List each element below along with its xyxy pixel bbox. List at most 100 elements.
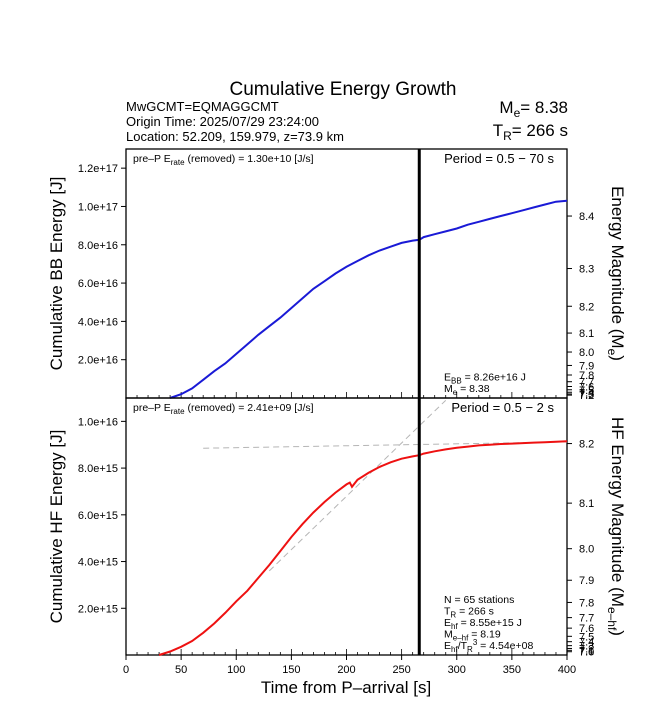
right-tick-label: 8.0 [579, 544, 594, 556]
right-tick-label: 7.9 [579, 575, 594, 587]
right-tick-label: 7.4 [579, 387, 594, 399]
pre-p-label: pre–P E [133, 402, 171, 414]
right-tick-label: 7.9 [579, 360, 594, 372]
panel-broadband: 2.0e+16 4.0e+16 6.0e+16 8.0e+16 1.0e+17 1.2e+… [47, 148, 627, 402]
stat-main: T [444, 606, 451, 618]
right-tick-label: 7.3 [579, 389, 594, 401]
right-tick-label: 7.1 [579, 645, 594, 657]
y-tick-label: 8.0e+16 [78, 240, 118, 252]
stat-rest: /T [458, 640, 468, 652]
right-axis-label-end: ) [608, 630, 627, 636]
right-axis-label-sub: e [605, 349, 619, 356]
pre-p-label: pre–P E [133, 153, 171, 165]
chart-title: Cumulative Energy Growth [229, 79, 456, 100]
right-tick-label: 7.5 [579, 385, 594, 397]
stat-sub: hf [451, 622, 458, 631]
period-text: Period = 0.5 − 2 s [451, 400, 554, 415]
stat-main: N = 65 stations [444, 594, 514, 606]
y-tick-label: 2.0e+15 [78, 603, 118, 615]
right-axis-label: Energy Magnitude (Me) [605, 186, 627, 361]
stat-main: M [444, 383, 453, 395]
stat-rest: = 266 s [456, 606, 494, 618]
x-tick-label: 200 [337, 664, 355, 676]
right-tick-label: 8.2 [579, 439, 594, 451]
guide-line [268, 399, 447, 572]
period-text: Period = 0.5 − 70 s [444, 151, 554, 166]
stat-sub: hf [451, 645, 458, 654]
stat-annotation: N = 65 stations [444, 594, 514, 606]
right-tick-label: 8.0 [579, 347, 594, 359]
y-axis-label: Cumulative HF Energy [J] [47, 430, 66, 624]
header-origin: Origin Time: 2025/07/29 23:24:00 [126, 114, 319, 129]
stat-annotation: TR = 266 s [444, 606, 494, 620]
y-tick-label: 1.0e+17 [78, 201, 118, 213]
header-tr: TR= 266 s [493, 121, 568, 143]
pre-p-value: (removed) = 1.30e+10 [J/s] [185, 153, 314, 165]
right-axis-label-end: ) [608, 355, 627, 361]
y-tick-label: 4.0e+15 [78, 557, 118, 569]
y-tick-label: 1.2e+17 [78, 163, 118, 175]
y-tick-label: 8.0e+15 [78, 463, 118, 475]
right-tick-label: 7.2 [579, 643, 594, 655]
stat-main: E [444, 640, 451, 652]
stat-annotation: Me–hf = 8.19 [444, 629, 501, 643]
header-tr-value: = 266 s [512, 121, 568, 140]
stat-rest: = 8.19 [468, 629, 501, 641]
stat-main: M [444, 629, 453, 641]
right-tick-label: 7.0 [579, 647, 594, 659]
y-tick-label: 1.0e+16 [78, 416, 118, 428]
y-axis-label: Cumulative BB Energy [J] [47, 177, 66, 371]
y-tick-label: 6.0e+15 [78, 510, 118, 522]
stat-annotation: Ehf = 8.55e+15 J [444, 617, 522, 631]
pre-p-sub: rate [171, 158, 185, 167]
stat-sub: BB [451, 377, 462, 386]
x-tick-label: 0 [123, 664, 129, 676]
header-location: Location: 52.209, 159.979, z=73.9 km [126, 129, 344, 144]
right-tick-label: 7.4 [579, 637, 594, 649]
right-tick-label: 8.4 [579, 211, 594, 223]
stat-annotation: Me = 8.38 [444, 383, 490, 397]
stat-rest: = 8.26e+16 J [462, 372, 526, 384]
right-tick-label: 7.6 [579, 623, 594, 635]
plot-frame [125, 148, 568, 399]
stat-sub: R [450, 611, 456, 620]
x-tick-label: 350 [503, 664, 521, 676]
header-me-label: M [499, 98, 513, 117]
x-tick-label: 400 [558, 664, 576, 676]
right-tick-label: 7.3 [579, 641, 594, 653]
pre-p-value: (removed) = 2.41e+09 [J/s] [185, 402, 314, 414]
right-tick-label: 7.2 [579, 390, 594, 402]
y-tick-label: 2.0e+16 [78, 355, 118, 367]
x-axis-label: Time from P–arrival [s] [261, 678, 431, 697]
right-tick-label: 7.8 [579, 370, 594, 382]
pre-p-sub: rate [171, 407, 185, 416]
x-tick-label: 300 [448, 664, 466, 676]
stat-rest2: = 4.54e+08 [477, 640, 533, 652]
stat-sub2: R [467, 645, 473, 654]
pre-p-rate-text: pre–P Erate (removed) = 2.41e+09 [J/s] [133, 402, 314, 416]
stat-sub: e [453, 388, 458, 397]
header-me-value: = 8.38 [520, 98, 568, 117]
stat-main: E [444, 372, 451, 384]
series-line [169, 199, 568, 399]
right-tick-label: 7.6 [579, 382, 594, 394]
stat-sup: 3 [473, 638, 478, 647]
right-axis-label: HF Energy Magnitude (Me–hf) [605, 417, 627, 636]
stat-rest: = 8.55e+15 J [458, 617, 522, 629]
right-tick-label: 8.1 [579, 328, 594, 340]
right-tick-label: 8.2 [579, 301, 594, 313]
panel-high-frequency: 2.0e+15 4.0e+15 6.0e+15 8.0e+15 1.0e+16 Cumul… [47, 397, 627, 659]
header-tr-label: T [493, 121, 503, 140]
header-event: MwGCMT=EQMAGGCMT [126, 99, 279, 114]
right-axis-label-main: Energy Magnitude (M [608, 186, 627, 349]
x-axis: 0 50 100 150 200 250 300 350 400 [123, 655, 576, 676]
right-tick-label: 7.7 [579, 377, 594, 389]
header-me: Me= 8.38 [499, 98, 568, 120]
series-line [158, 440, 568, 656]
y-tick-label: 6.0e+16 [78, 278, 118, 290]
stat-main: E [444, 617, 451, 629]
right-tick-label: 8.1 [579, 498, 594, 510]
x-tick-label: 100 [227, 664, 245, 676]
right-tick-label: 8.3 [579, 264, 594, 276]
